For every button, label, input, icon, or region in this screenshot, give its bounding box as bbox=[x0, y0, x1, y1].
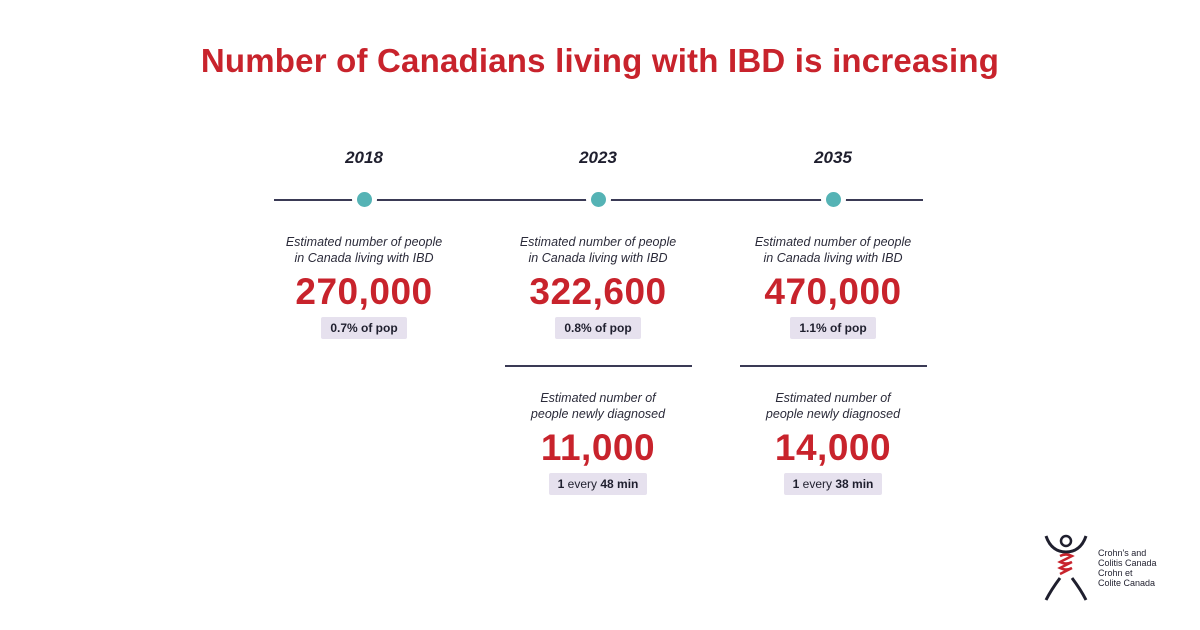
incidence-value: 14,000 bbox=[774, 427, 892, 468]
prevalence-value: 322,600 bbox=[529, 271, 667, 312]
prevalence-value: 470,000 bbox=[764, 271, 902, 312]
population-badge: 0.7% of pop bbox=[321, 317, 407, 339]
frequency-badge: 1 every 48 min bbox=[548, 473, 648, 495]
year-label-2023: 2023 bbox=[579, 148, 617, 167]
timeline-dot-2035 bbox=[825, 192, 841, 207]
frequency-badge: 1 every 38 min bbox=[783, 473, 883, 495]
page-title: Number of Canadians living with IBD is i… bbox=[200, 42, 1000, 79]
incidence-caption: Estimated number of people newly diagnos… bbox=[765, 391, 901, 421]
population-badge: 1.1% of pop bbox=[790, 317, 876, 339]
divider-2035 bbox=[740, 365, 927, 367]
timeline-dot-2023 bbox=[590, 192, 606, 207]
timeline-dot-2018 bbox=[356, 192, 372, 207]
logo-figure-icon bbox=[1044, 534, 1088, 601]
divider-2023 bbox=[505, 365, 692, 367]
incidence-2023: Estimated number of people newly diagnos… bbox=[483, 390, 713, 495]
logo-text: Crohn's and Colitis Canada Crohn et Coli… bbox=[1098, 548, 1157, 588]
crohns-colitis-canada-logo: Crohn's and Colitis Canada Crohn et Coli… bbox=[1040, 532, 1180, 602]
prevalence-2023: Estimated number of people in Canada liv… bbox=[483, 234, 713, 339]
year-label-2035: 2035 bbox=[814, 148, 852, 167]
year-label-2018: 2018 bbox=[345, 148, 383, 167]
incidence-value: 11,000 bbox=[540, 427, 656, 468]
population-badge: 0.8% of pop bbox=[555, 317, 641, 339]
prevalence-2018: Estimated number of people in Canada liv… bbox=[249, 234, 479, 339]
prevalence-value: 270,000 bbox=[295, 271, 433, 312]
prevalence-caption: Estimated number of people in Canada liv… bbox=[754, 235, 912, 265]
prevalence-2035: Estimated number of people in Canada liv… bbox=[718, 234, 948, 339]
incidence-caption: Estimated number of people newly diagnos… bbox=[530, 391, 666, 421]
incidence-2035: Estimated number of people newly diagnos… bbox=[718, 390, 948, 495]
prevalence-caption: Estimated number of people in Canada liv… bbox=[519, 235, 677, 265]
prevalence-caption: Estimated number of people in Canada liv… bbox=[285, 235, 443, 265]
